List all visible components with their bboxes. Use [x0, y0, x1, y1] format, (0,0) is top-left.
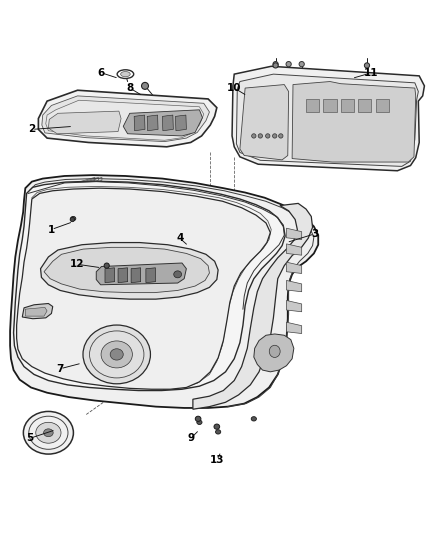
Text: 2: 2: [28, 124, 35, 134]
Ellipse shape: [36, 422, 61, 443]
Ellipse shape: [70, 217, 74, 222]
Text: 7: 7: [57, 364, 64, 374]
Ellipse shape: [214, 424, 219, 429]
Polygon shape: [358, 99, 371, 112]
Polygon shape: [286, 228, 302, 239]
Polygon shape: [17, 188, 270, 389]
Text: 5: 5: [26, 433, 33, 443]
Polygon shape: [286, 322, 302, 334]
Polygon shape: [176, 115, 186, 131]
Polygon shape: [286, 262, 302, 273]
Polygon shape: [286, 244, 302, 255]
Polygon shape: [42, 96, 209, 142]
Ellipse shape: [110, 349, 123, 360]
Polygon shape: [237, 74, 418, 166]
Ellipse shape: [101, 341, 132, 368]
Polygon shape: [292, 82, 416, 162]
Ellipse shape: [195, 416, 201, 422]
Polygon shape: [46, 100, 204, 140]
Text: 8: 8: [126, 83, 134, 93]
Polygon shape: [146, 268, 155, 282]
Ellipse shape: [273, 61, 278, 67]
Ellipse shape: [265, 134, 270, 138]
Polygon shape: [131, 268, 141, 282]
Ellipse shape: [215, 430, 221, 434]
Ellipse shape: [258, 134, 262, 138]
Ellipse shape: [286, 61, 291, 67]
Ellipse shape: [44, 429, 53, 437]
Ellipse shape: [71, 216, 76, 221]
Polygon shape: [286, 280, 302, 292]
Polygon shape: [39, 90, 217, 147]
Polygon shape: [376, 99, 389, 112]
Text: 9: 9: [187, 433, 194, 443]
Ellipse shape: [117, 70, 134, 78]
Polygon shape: [306, 99, 319, 112]
Text: 1: 1: [48, 224, 55, 235]
Polygon shape: [41, 243, 218, 299]
Polygon shape: [10, 175, 318, 408]
Polygon shape: [22, 303, 53, 319]
Ellipse shape: [272, 134, 277, 138]
Polygon shape: [232, 66, 424, 171]
Ellipse shape: [273, 63, 278, 68]
Polygon shape: [240, 85, 289, 160]
Text: 6: 6: [98, 68, 105, 78]
Ellipse shape: [83, 325, 150, 384]
Ellipse shape: [174, 271, 182, 278]
Polygon shape: [254, 334, 294, 372]
Polygon shape: [118, 268, 127, 282]
Polygon shape: [25, 308, 47, 316]
Text: 10: 10: [227, 83, 241, 93]
Ellipse shape: [252, 134, 256, 138]
Ellipse shape: [364, 63, 370, 68]
Polygon shape: [341, 99, 354, 112]
Polygon shape: [48, 111, 121, 134]
Ellipse shape: [23, 411, 74, 454]
Ellipse shape: [104, 263, 110, 268]
Polygon shape: [147, 115, 158, 131]
Text: 13: 13: [209, 455, 224, 465]
Ellipse shape: [269, 345, 280, 358]
Text: 4: 4: [176, 233, 184, 243]
Polygon shape: [286, 301, 302, 312]
Polygon shape: [123, 110, 202, 136]
Polygon shape: [14, 181, 285, 391]
Ellipse shape: [299, 61, 304, 67]
Polygon shape: [134, 115, 145, 131]
Text: 11: 11: [364, 68, 378, 78]
Polygon shape: [105, 268, 115, 282]
Polygon shape: [162, 115, 173, 131]
Text: 3: 3: [311, 229, 318, 239]
Ellipse shape: [279, 134, 283, 138]
Text: 12: 12: [71, 260, 85, 269]
Polygon shape: [96, 263, 186, 285]
Ellipse shape: [120, 71, 130, 77]
Ellipse shape: [141, 83, 148, 90]
Polygon shape: [323, 99, 336, 112]
Polygon shape: [193, 204, 313, 409]
Polygon shape: [44, 247, 209, 293]
Ellipse shape: [197, 420, 202, 424]
Ellipse shape: [251, 417, 256, 421]
